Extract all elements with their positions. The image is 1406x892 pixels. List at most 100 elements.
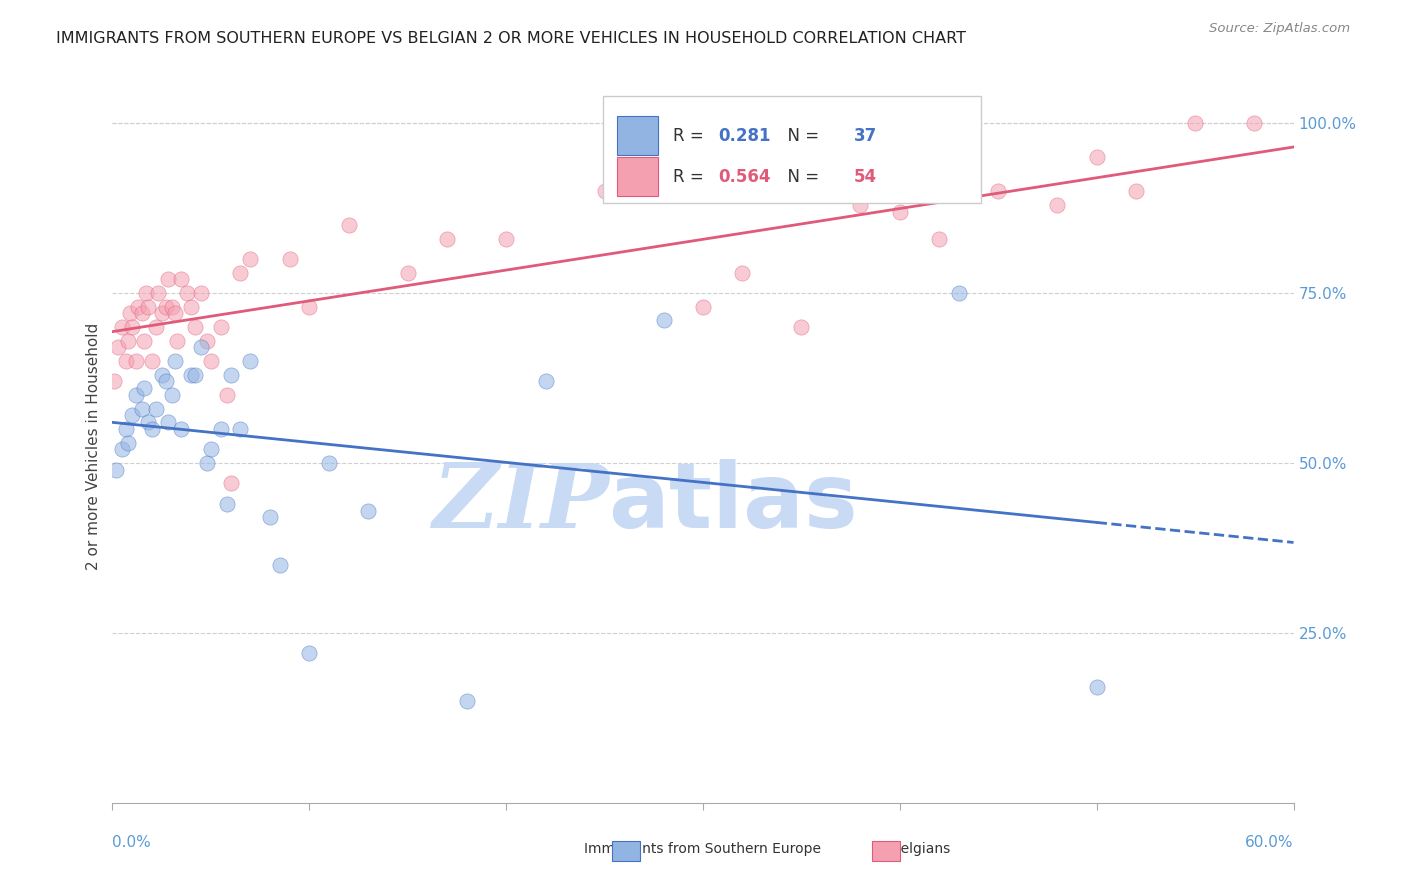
Point <box>150 306 173 320</box>
Point <box>633 184 655 198</box>
Point <box>278 252 301 266</box>
Point <box>259 510 281 524</box>
Point <box>200 354 222 368</box>
Point <box>495 232 517 246</box>
Point <box>117 334 139 348</box>
Point <box>184 320 207 334</box>
Point <box>111 320 134 334</box>
Point <box>790 320 813 334</box>
Point <box>120 306 142 320</box>
Point <box>1085 680 1108 694</box>
Text: R =: R = <box>673 127 710 145</box>
Point <box>117 435 139 450</box>
Point <box>156 272 179 286</box>
Point <box>195 334 218 348</box>
Point <box>156 415 179 429</box>
Text: atlas: atlas <box>609 459 858 547</box>
Point <box>107 341 129 355</box>
Point <box>298 300 321 314</box>
Point <box>239 252 262 266</box>
Point <box>136 415 159 429</box>
Point <box>318 456 340 470</box>
Point <box>534 375 557 389</box>
Point <box>849 198 872 212</box>
Point <box>215 388 238 402</box>
FancyBboxPatch shape <box>603 96 980 203</box>
Point <box>215 497 238 511</box>
Point <box>141 354 163 368</box>
Point <box>1125 184 1147 198</box>
Point <box>150 368 173 382</box>
Point <box>131 401 153 416</box>
Point <box>132 381 155 395</box>
Y-axis label: 2 or more Vehicles in Household: 2 or more Vehicles in Household <box>86 322 101 570</box>
Point <box>357 503 380 517</box>
Point <box>135 286 157 301</box>
Point <box>115 422 138 436</box>
Text: 0.0%: 0.0% <box>112 836 152 850</box>
Point <box>160 300 183 314</box>
Point <box>127 300 149 314</box>
Text: 0.564: 0.564 <box>718 168 770 186</box>
Point <box>195 456 218 470</box>
Point <box>1046 198 1069 212</box>
Point <box>170 422 193 436</box>
Point <box>337 218 360 232</box>
Point <box>889 204 911 219</box>
Point <box>652 313 675 327</box>
Point <box>269 558 291 572</box>
Point <box>105 463 128 477</box>
Point <box>115 354 138 368</box>
Text: 60.0%: 60.0% <box>1246 836 1294 850</box>
Point <box>180 300 202 314</box>
Point <box>146 286 169 301</box>
Text: N =: N = <box>778 127 825 145</box>
Point <box>155 375 177 389</box>
Text: 0.281: 0.281 <box>718 127 770 145</box>
Text: 54: 54 <box>855 168 877 186</box>
Point <box>731 266 754 280</box>
Point <box>166 334 188 348</box>
Point <box>219 368 242 382</box>
Text: ZIP: ZIP <box>433 460 609 546</box>
Point <box>298 646 321 660</box>
Text: IMMIGRANTS FROM SOUTHERN EUROPE VS BELGIAN 2 OR MORE VEHICLES IN HOUSEHOLD CORRE: IMMIGRANTS FROM SOUTHERN EUROPE VS BELGI… <box>56 31 966 46</box>
Point <box>165 354 187 368</box>
Point <box>131 306 153 320</box>
Point <box>229 422 252 436</box>
Point <box>170 272 193 286</box>
Text: Immigrants from Southern Europe: Immigrants from Southern Europe <box>585 842 821 856</box>
Point <box>155 300 177 314</box>
Point <box>436 232 458 246</box>
Text: Belgians: Belgians <box>891 842 950 856</box>
Point <box>125 354 148 368</box>
Point <box>184 368 207 382</box>
Point <box>125 388 148 402</box>
Point <box>239 354 262 368</box>
Point <box>190 286 212 301</box>
Point <box>1085 150 1108 164</box>
Text: Source: ZipAtlas.com: Source: ZipAtlas.com <box>1209 22 1350 36</box>
Point <box>692 300 714 314</box>
Point <box>136 300 159 314</box>
Point <box>1184 116 1206 130</box>
Point <box>165 306 187 320</box>
Point <box>593 184 616 198</box>
FancyBboxPatch shape <box>617 116 658 155</box>
Text: R =: R = <box>673 168 710 186</box>
Point <box>160 388 183 402</box>
Point <box>132 334 155 348</box>
Text: N =: N = <box>778 168 825 186</box>
Text: 37: 37 <box>855 127 877 145</box>
Point <box>121 320 143 334</box>
Point <box>456 694 478 708</box>
Point <box>190 341 212 355</box>
Point <box>145 401 167 416</box>
FancyBboxPatch shape <box>617 157 658 196</box>
Point <box>145 320 167 334</box>
Point <box>229 266 252 280</box>
Point <box>103 375 125 389</box>
Point <box>396 266 419 280</box>
Point <box>209 320 232 334</box>
Point <box>176 286 198 301</box>
